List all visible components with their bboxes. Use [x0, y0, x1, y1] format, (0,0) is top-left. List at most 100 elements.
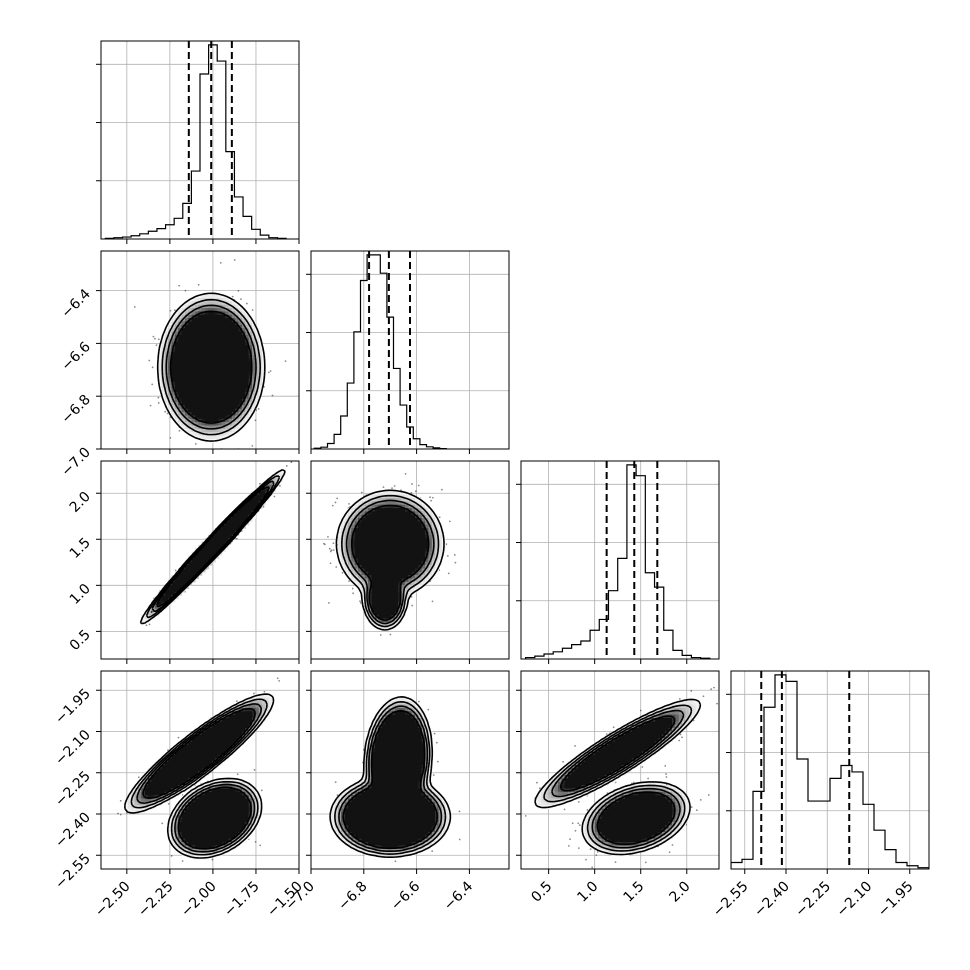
density-cell — [255, 398, 260, 403]
density-cell — [245, 334, 250, 339]
density-cell — [238, 328, 243, 333]
density-cell — [208, 428, 213, 433]
density-cell — [238, 511, 243, 516]
density-cell — [221, 331, 226, 336]
density-cell — [235, 324, 240, 329]
density-cell — [208, 541, 213, 546]
density-cell — [161, 598, 166, 603]
density-cell — [205, 311, 209, 316]
sample-point — [174, 569, 177, 572]
density-cell — [161, 344, 166, 349]
density-cell — [238, 415, 243, 420]
density-cell — [181, 328, 186, 333]
density-cell — [218, 314, 223, 319]
density-cell — [235, 355, 240, 359]
density-cell — [168, 585, 173, 590]
density-cell — [188, 568, 193, 573]
density-cell — [258, 348, 263, 353]
density-cell — [184, 331, 189, 336]
density-cell — [194, 385, 199, 390]
density-cell — [235, 334, 240, 339]
density-cell — [215, 348, 220, 353]
density-cell — [174, 585, 179, 590]
density-cell — [211, 408, 216, 413]
density-cell — [228, 415, 233, 420]
density-cell — [238, 358, 243, 363]
density-cell — [174, 365, 179, 370]
density-cell — [191, 355, 196, 359]
density-cell — [221, 375, 226, 380]
density-cell — [198, 334, 203, 339]
density-cell — [208, 314, 213, 319]
density-cell — [184, 334, 189, 339]
density-cell — [215, 294, 220, 299]
density-cell — [225, 368, 230, 373]
density-cell — [218, 365, 223, 370]
density-cell — [161, 361, 166, 366]
density-cell — [225, 398, 230, 403]
density-cell — [225, 528, 230, 533]
density-cell — [221, 432, 226, 437]
density-cell — [198, 415, 203, 420]
density-cell — [141, 618, 146, 623]
density-cell — [221, 435, 226, 440]
density-cell — [194, 328, 199, 333]
density-cell — [218, 297, 223, 302]
density-cell — [191, 348, 196, 353]
density-cell — [171, 588, 176, 593]
density-cell — [174, 321, 179, 326]
density-cell — [205, 385, 209, 390]
density-cell — [188, 371, 193, 376]
density-cell — [161, 388, 166, 393]
density-cell — [174, 348, 179, 353]
panel-frame — [100, 40, 300, 240]
density-cell — [255, 355, 260, 359]
density-cell — [258, 378, 263, 383]
density-cell — [225, 297, 230, 302]
density-cell — [245, 365, 250, 370]
density-cell — [181, 571, 186, 576]
density-cell — [208, 551, 213, 556]
density-cell — [231, 398, 236, 403]
density-cell — [181, 314, 186, 319]
density-cell — [215, 358, 220, 363]
density-cell — [228, 318, 233, 323]
density-cell — [205, 361, 209, 366]
density-cell — [228, 381, 233, 386]
density-cell — [262, 487, 267, 492]
density-cell — [241, 358, 246, 363]
density-cell — [252, 395, 256, 400]
density-cell — [241, 504, 246, 509]
density-cell — [221, 318, 226, 323]
density-cell — [225, 534, 230, 539]
density-cell — [235, 402, 240, 406]
density-cell — [194, 558, 199, 563]
density-cell — [205, 402, 209, 406]
density-cell — [205, 334, 209, 339]
density-cell — [211, 331, 216, 336]
density-cell — [191, 371, 196, 376]
density-cell — [241, 388, 246, 393]
density-cell — [168, 378, 173, 383]
density-cell — [228, 518, 233, 523]
density-cell — [164, 385, 169, 390]
density-cell — [231, 531, 236, 536]
sample-point — [157, 396, 160, 399]
density-cell — [228, 528, 233, 533]
density-cell — [215, 378, 220, 383]
panel-plot-area — [311, 461, 509, 659]
density-cell — [205, 348, 209, 353]
density-cell — [211, 308, 216, 313]
density-cell — [225, 395, 230, 400]
density-cell — [225, 334, 230, 339]
density-cell — [208, 311, 213, 316]
density-cell — [191, 391, 196, 396]
density-cell — [255, 368, 260, 373]
density-cell — [201, 358, 206, 363]
density-cell — [184, 341, 189, 346]
density-cell — [181, 422, 186, 427]
density-cell — [252, 371, 256, 376]
density-cell — [248, 371, 253, 376]
density-cell — [248, 501, 253, 506]
density-cell — [188, 422, 193, 427]
